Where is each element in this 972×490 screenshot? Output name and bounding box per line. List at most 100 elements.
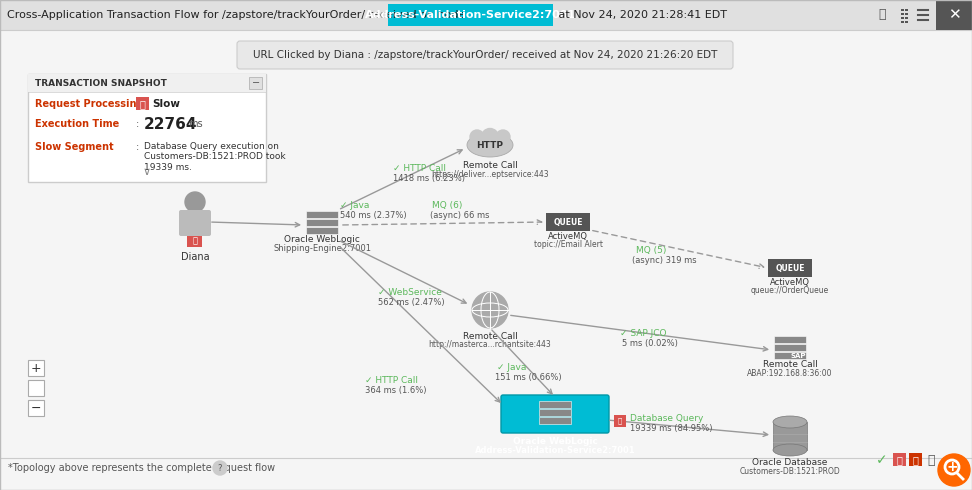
Text: URL Clicked by Diana : /zapstore/trackYourOrder/ received at Nov 24, 2020 21:26:: URL Clicked by Diana : /zapstore/trackYo… xyxy=(253,50,717,60)
Text: QUEUE: QUEUE xyxy=(553,218,583,226)
Text: Remote Call: Remote Call xyxy=(763,360,817,369)
Circle shape xyxy=(472,292,508,328)
Bar xyxy=(905,13,908,16)
Bar xyxy=(28,74,266,92)
Text: Execution Time: Execution Time xyxy=(35,119,120,129)
Text: https://deliver...eptservice:443: https://deliver...eptservice:443 xyxy=(432,170,549,179)
Bar xyxy=(28,360,44,376)
Bar xyxy=(901,13,904,16)
Text: 5 ms (0.02%): 5 ms (0.02%) xyxy=(622,339,677,347)
Circle shape xyxy=(213,461,227,475)
Bar xyxy=(773,422,807,450)
Text: Address-Validation-Service2:7001: Address-Validation-Service2:7001 xyxy=(364,10,576,20)
Text: (async) 66 ms: (async) 66 ms xyxy=(430,211,490,220)
Text: MQ (5): MQ (5) xyxy=(636,245,667,254)
Bar xyxy=(905,9,908,11)
Bar xyxy=(901,17,904,20)
Circle shape xyxy=(496,130,510,144)
Text: 562 ms (2.47%): 562 ms (2.47%) xyxy=(378,297,444,307)
Text: 19339 ms (84.95%): 19339 ms (84.95%) xyxy=(630,423,712,433)
Text: Shipping-Engine2:7001: Shipping-Engine2:7001 xyxy=(273,244,371,253)
Text: 151 ms (0.66%): 151 ms (0.66%) xyxy=(495,372,562,382)
Text: −: − xyxy=(31,401,41,415)
Bar xyxy=(774,344,806,351)
Text: ✓ WebService: ✓ WebService xyxy=(378,288,442,296)
Text: :: : xyxy=(136,119,139,129)
Text: Diana: Diana xyxy=(181,252,209,262)
FancyBboxPatch shape xyxy=(28,74,266,182)
Bar xyxy=(774,336,806,343)
FancyBboxPatch shape xyxy=(179,210,211,236)
Text: ✓ HTTP Call: ✓ HTTP Call xyxy=(365,375,418,385)
Bar xyxy=(187,236,202,247)
FancyBboxPatch shape xyxy=(237,41,733,69)
Text: Oracle WebLogic: Oracle WebLogic xyxy=(284,235,360,244)
Text: Database Query: Database Query xyxy=(630,414,704,422)
Text: ?: ? xyxy=(218,464,223,472)
Text: +: + xyxy=(31,362,42,374)
Text: Oracle WebLogic: Oracle WebLogic xyxy=(512,437,598,446)
Text: QUEUE: QUEUE xyxy=(776,264,805,272)
Text: ActiveMQ: ActiveMQ xyxy=(770,278,810,287)
Text: ✓ SAP JCO: ✓ SAP JCO xyxy=(620,328,667,338)
Circle shape xyxy=(470,130,484,144)
Bar xyxy=(614,415,626,427)
Bar xyxy=(901,21,904,24)
Text: Slow: Slow xyxy=(152,99,180,109)
FancyBboxPatch shape xyxy=(501,395,609,433)
Text: Customers-DB:1521:PROD: Customers-DB:1521:PROD xyxy=(740,467,841,476)
FancyBboxPatch shape xyxy=(249,77,262,89)
Text: −: − xyxy=(252,78,260,88)
Bar xyxy=(306,211,338,218)
Bar xyxy=(893,453,906,466)
Bar xyxy=(901,9,904,11)
Text: http://masterca...rchantsite:443: http://masterca...rchantsite:443 xyxy=(429,340,551,349)
Text: ✕: ✕ xyxy=(948,7,960,23)
Bar xyxy=(909,453,922,466)
Text: Slow Segment: Slow Segment xyxy=(35,142,114,152)
Bar xyxy=(539,401,571,408)
Text: SAP: SAP xyxy=(790,353,806,359)
Text: Cross-Application Transaction Flow for /zapstore/trackYourOrder/ received on nod: Cross-Application Transaction Flow for /… xyxy=(7,10,469,20)
Text: Address-Validation-Service2:7001: Address-Validation-Service2:7001 xyxy=(474,446,636,455)
Bar xyxy=(539,409,571,416)
Text: Oracle Database: Oracle Database xyxy=(752,458,828,467)
Text: 1418 ms (6.23%): 1418 ms (6.23%) xyxy=(393,173,465,182)
Text: ⌛: ⌛ xyxy=(896,455,902,465)
Text: *Topology above represents the complete request flow: *Topology above represents the complete … xyxy=(8,463,275,473)
Text: ActiveMQ: ActiveMQ xyxy=(548,232,588,241)
Ellipse shape xyxy=(773,416,807,428)
Bar xyxy=(28,380,44,396)
Bar xyxy=(306,227,338,234)
Bar xyxy=(539,417,571,424)
Bar xyxy=(774,352,806,359)
Circle shape xyxy=(938,454,970,486)
FancyBboxPatch shape xyxy=(768,259,812,277)
Text: ⛓: ⛓ xyxy=(927,454,935,466)
Text: ∨: ∨ xyxy=(143,167,151,177)
Text: Remote Call: Remote Call xyxy=(463,161,517,170)
Bar xyxy=(136,97,149,110)
Text: 22764: 22764 xyxy=(144,117,197,131)
Text: ✓ HTTP Call: ✓ HTTP Call xyxy=(393,164,446,172)
Text: ✓ Java: ✓ Java xyxy=(340,200,369,210)
Text: ABAP:192.168.8:36:00: ABAP:192.168.8:36:00 xyxy=(747,369,833,378)
Text: HTTP: HTTP xyxy=(476,141,503,149)
Text: ✓ Java: ✓ Java xyxy=(497,363,527,371)
Text: ⌛: ⌛ xyxy=(140,99,146,109)
Bar xyxy=(0,0,972,30)
Text: ⌛: ⌛ xyxy=(192,237,197,245)
Text: (async) 319 ms: (async) 319 ms xyxy=(632,255,697,265)
Text: ⌛: ⌛ xyxy=(618,417,622,424)
Text: 364 ms (1.6%): 364 ms (1.6%) xyxy=(365,386,427,394)
Circle shape xyxy=(185,192,205,212)
Bar xyxy=(905,17,908,20)
Ellipse shape xyxy=(467,133,513,157)
Text: :: : xyxy=(136,142,139,152)
Text: +: + xyxy=(946,460,957,474)
Text: TRANSACTION SNAPSHOT: TRANSACTION SNAPSHOT xyxy=(35,78,167,88)
Text: topic://Email Alert: topic://Email Alert xyxy=(534,240,603,249)
Text: MQ (6): MQ (6) xyxy=(432,200,463,210)
Ellipse shape xyxy=(773,444,807,456)
Text: 🗑: 🗑 xyxy=(912,455,918,465)
